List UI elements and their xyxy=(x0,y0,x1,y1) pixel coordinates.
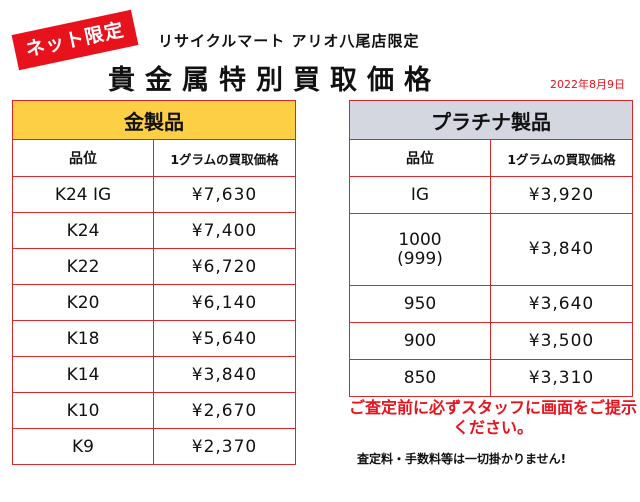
platinum-section-header: プラチナ製品 xyxy=(349,100,633,140)
gold-price-table: 金製品 品位 1グラムの買取価格 K24 IG ¥7,630 K24 ¥7,400 … xyxy=(12,100,296,465)
table-row: 950 ¥3,640 xyxy=(349,285,633,323)
table-row: K22 ¥6,720 xyxy=(12,248,296,285)
gold-price-header: 1グラムの買取価格 xyxy=(153,139,296,177)
table-row: K9 ¥2,370 xyxy=(12,428,296,465)
table-row: K24 IG ¥7,630 xyxy=(12,176,296,213)
grade-main: 1000 xyxy=(398,229,442,250)
gold-section-header: 金製品 xyxy=(12,100,296,140)
table-row: K24 ¥7,400 xyxy=(12,212,296,249)
price-cell: ¥3,920 xyxy=(490,176,633,214)
price-cell: ¥2,670 xyxy=(153,392,296,429)
price-cell: ¥6,720 xyxy=(153,248,296,285)
table-row: 850 ¥3,310 xyxy=(349,359,633,397)
platinum-grade-header: 品位 xyxy=(349,139,491,177)
no-fee-note: 査定料・手数料等は一切掛かりません! xyxy=(357,452,567,466)
price-cell: ¥7,630 xyxy=(153,176,296,213)
table-row: K10 ¥2,670 xyxy=(12,392,296,429)
price-cell: ¥2,370 xyxy=(153,428,296,465)
grade-cell: IG xyxy=(349,176,491,214)
grade-cell: K18 xyxy=(12,320,154,357)
price-cell: ¥3,640 xyxy=(490,285,633,323)
platinum-price-header: 1グラムの買取価格 xyxy=(490,139,633,177)
table-row: K20 ¥6,140 xyxy=(12,284,296,321)
gold-grade-header: 品位 xyxy=(12,139,154,177)
table-row: IG ¥3,920 xyxy=(349,176,633,214)
grade-cell: K10 xyxy=(12,392,154,429)
grade-cell: K20 xyxy=(12,284,154,321)
grade-cell: 1000 (999) xyxy=(349,213,491,286)
price-cell: ¥3,840 xyxy=(153,356,296,393)
grade-cell: K24 xyxy=(12,212,154,249)
price-cell: ¥3,310 xyxy=(490,359,633,397)
platinum-price-table: プラチナ製品 品位 1グラムの買取価格 IG ¥3,920 1000 (999) ¥… xyxy=(349,100,633,397)
page-title: 貴金属特別買取価格 xyxy=(108,65,441,96)
table-row: 1000 (999) ¥3,840 xyxy=(349,213,633,286)
grade-sub: (999) xyxy=(397,248,443,269)
grade-cell: 850 xyxy=(349,359,491,397)
table-row: K18 ¥5,640 xyxy=(12,320,296,357)
store-name: リサイクルマート アリオ八尾店限定 xyxy=(158,32,420,50)
price-cell: ¥3,840 xyxy=(490,213,633,286)
table-row: 900 ¥3,500 xyxy=(349,322,633,360)
grade-cell: K9 xyxy=(12,428,154,465)
price-cell: ¥6,140 xyxy=(153,284,296,321)
grade-cell: 950 xyxy=(349,285,491,323)
grade-cell: K14 xyxy=(12,356,154,393)
table-row: K14 ¥3,840 xyxy=(12,356,296,393)
grade-cell: K22 xyxy=(12,248,154,285)
price-cell: ¥3,500 xyxy=(490,322,633,360)
grade-cell: K24 IG xyxy=(12,176,154,213)
date-label: 2022年8月9日 xyxy=(550,78,625,91)
price-cell: ¥5,640 xyxy=(153,320,296,357)
price-cell: ¥7,400 xyxy=(153,212,296,249)
grade-cell: 900 xyxy=(349,322,491,360)
present-screen-notice: ご査定前に必ずスタッフに画面をご提示ください。 xyxy=(348,398,637,437)
